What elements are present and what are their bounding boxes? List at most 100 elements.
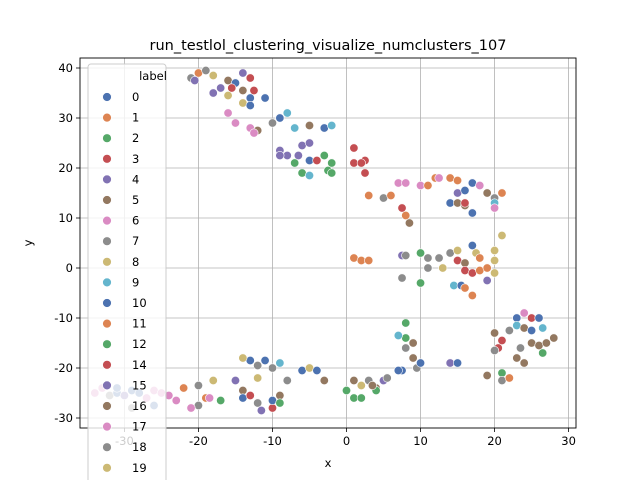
x-tick-label: 20 [487, 434, 502, 448]
data-point [312, 156, 322, 166]
legend-marker [102, 195, 112, 205]
legend-marker [102, 133, 112, 143]
legend-box [87, 63, 167, 480]
data-point [238, 86, 248, 96]
data-point [312, 365, 322, 375]
data-point [467, 241, 477, 251]
data-point [190, 76, 200, 86]
data-point [497, 231, 507, 241]
data-point [201, 66, 211, 76]
data-point [356, 393, 366, 403]
data-point [438, 263, 448, 273]
legend-marker [102, 380, 112, 391]
data-point [230, 375, 240, 385]
legend-label: 3 [132, 152, 139, 166]
data-point [453, 358, 463, 368]
legend-label: 12 [132, 337, 147, 351]
data-point [208, 88, 218, 98]
data-point [453, 176, 463, 186]
data-point [515, 343, 525, 353]
plot-area-frame [79, 57, 577, 429]
data-point [460, 186, 470, 196]
data-point [238, 353, 248, 363]
data-point [223, 108, 233, 118]
data-point [453, 246, 463, 256]
legend-marker [102, 298, 112, 308]
data-point [327, 121, 337, 131]
legend-marker [102, 277, 112, 288]
data-point [512, 353, 522, 363]
x-tick-label: 10 [413, 434, 428, 448]
data-point [482, 370, 492, 380]
legend-label: 17 [132, 420, 147, 434]
data-point [404, 218, 414, 228]
legend-marker [102, 463, 112, 473]
legend-label: 4 [132, 172, 139, 186]
data-point [423, 253, 433, 263]
data-point [230, 118, 240, 128]
data-point [497, 335, 507, 345]
legend-label: 14 [132, 358, 147, 372]
data-point [490, 328, 500, 338]
y-tick-label: 40 [58, 61, 73, 75]
data-point [245, 93, 255, 103]
legend-marker [102, 154, 112, 164]
legend-marker [102, 339, 112, 349]
data-point [416, 248, 426, 258]
data-point [475, 253, 485, 263]
y-tick-label: -20 [54, 361, 73, 375]
data-point [482, 188, 492, 198]
data-point [490, 255, 500, 265]
x-tick-label: -10 [263, 434, 282, 448]
data-point [408, 338, 418, 348]
legend-marker [102, 174, 112, 185]
data-point [549, 333, 559, 343]
data-point [290, 158, 300, 168]
data-point [223, 91, 233, 101]
data-point [356, 158, 366, 168]
data-point [490, 203, 500, 213]
data-point [386, 191, 396, 201]
legend-title: label [139, 69, 167, 83]
legend-label: 16 [132, 399, 147, 413]
data-point [208, 71, 218, 81]
data-point [275, 398, 285, 408]
data-point [327, 168, 337, 178]
data-point [538, 323, 548, 333]
data-point [460, 198, 470, 208]
data-point [171, 395, 181, 405]
data-point [260, 355, 270, 365]
data-point [401, 343, 411, 353]
legend-label: 18 [132, 440, 147, 454]
data-point [416, 278, 426, 288]
data-point [275, 113, 285, 123]
data-point [193, 380, 203, 390]
y-tick-label: 30 [58, 111, 73, 125]
chart-title: run_testlol_clustering_visualize_numclus… [150, 38, 507, 54]
x-tick-label: -20 [189, 434, 208, 448]
data-point [282, 108, 292, 118]
data-point [304, 171, 314, 181]
data-point [482, 275, 492, 285]
data-point [490, 246, 500, 256]
legend-marker [102, 92, 112, 102]
data-point [319, 375, 329, 385]
legend-label: 0 [132, 90, 139, 104]
data-point [245, 101, 255, 111]
data-point [275, 358, 285, 368]
data-point [434, 253, 444, 263]
data-point [304, 121, 314, 131]
data-point [349, 375, 359, 385]
legend-marker [102, 442, 112, 452]
legend-marker [102, 401, 112, 411]
data-point [467, 290, 477, 300]
data-points [90, 66, 559, 415]
data-point [253, 360, 263, 370]
data-point [186, 403, 196, 413]
legend-label: 2 [132, 131, 139, 145]
data-point [401, 318, 411, 328]
y-tick-label: 10 [58, 211, 73, 225]
data-point [364, 191, 374, 201]
y-axis-label: y [21, 239, 35, 246]
